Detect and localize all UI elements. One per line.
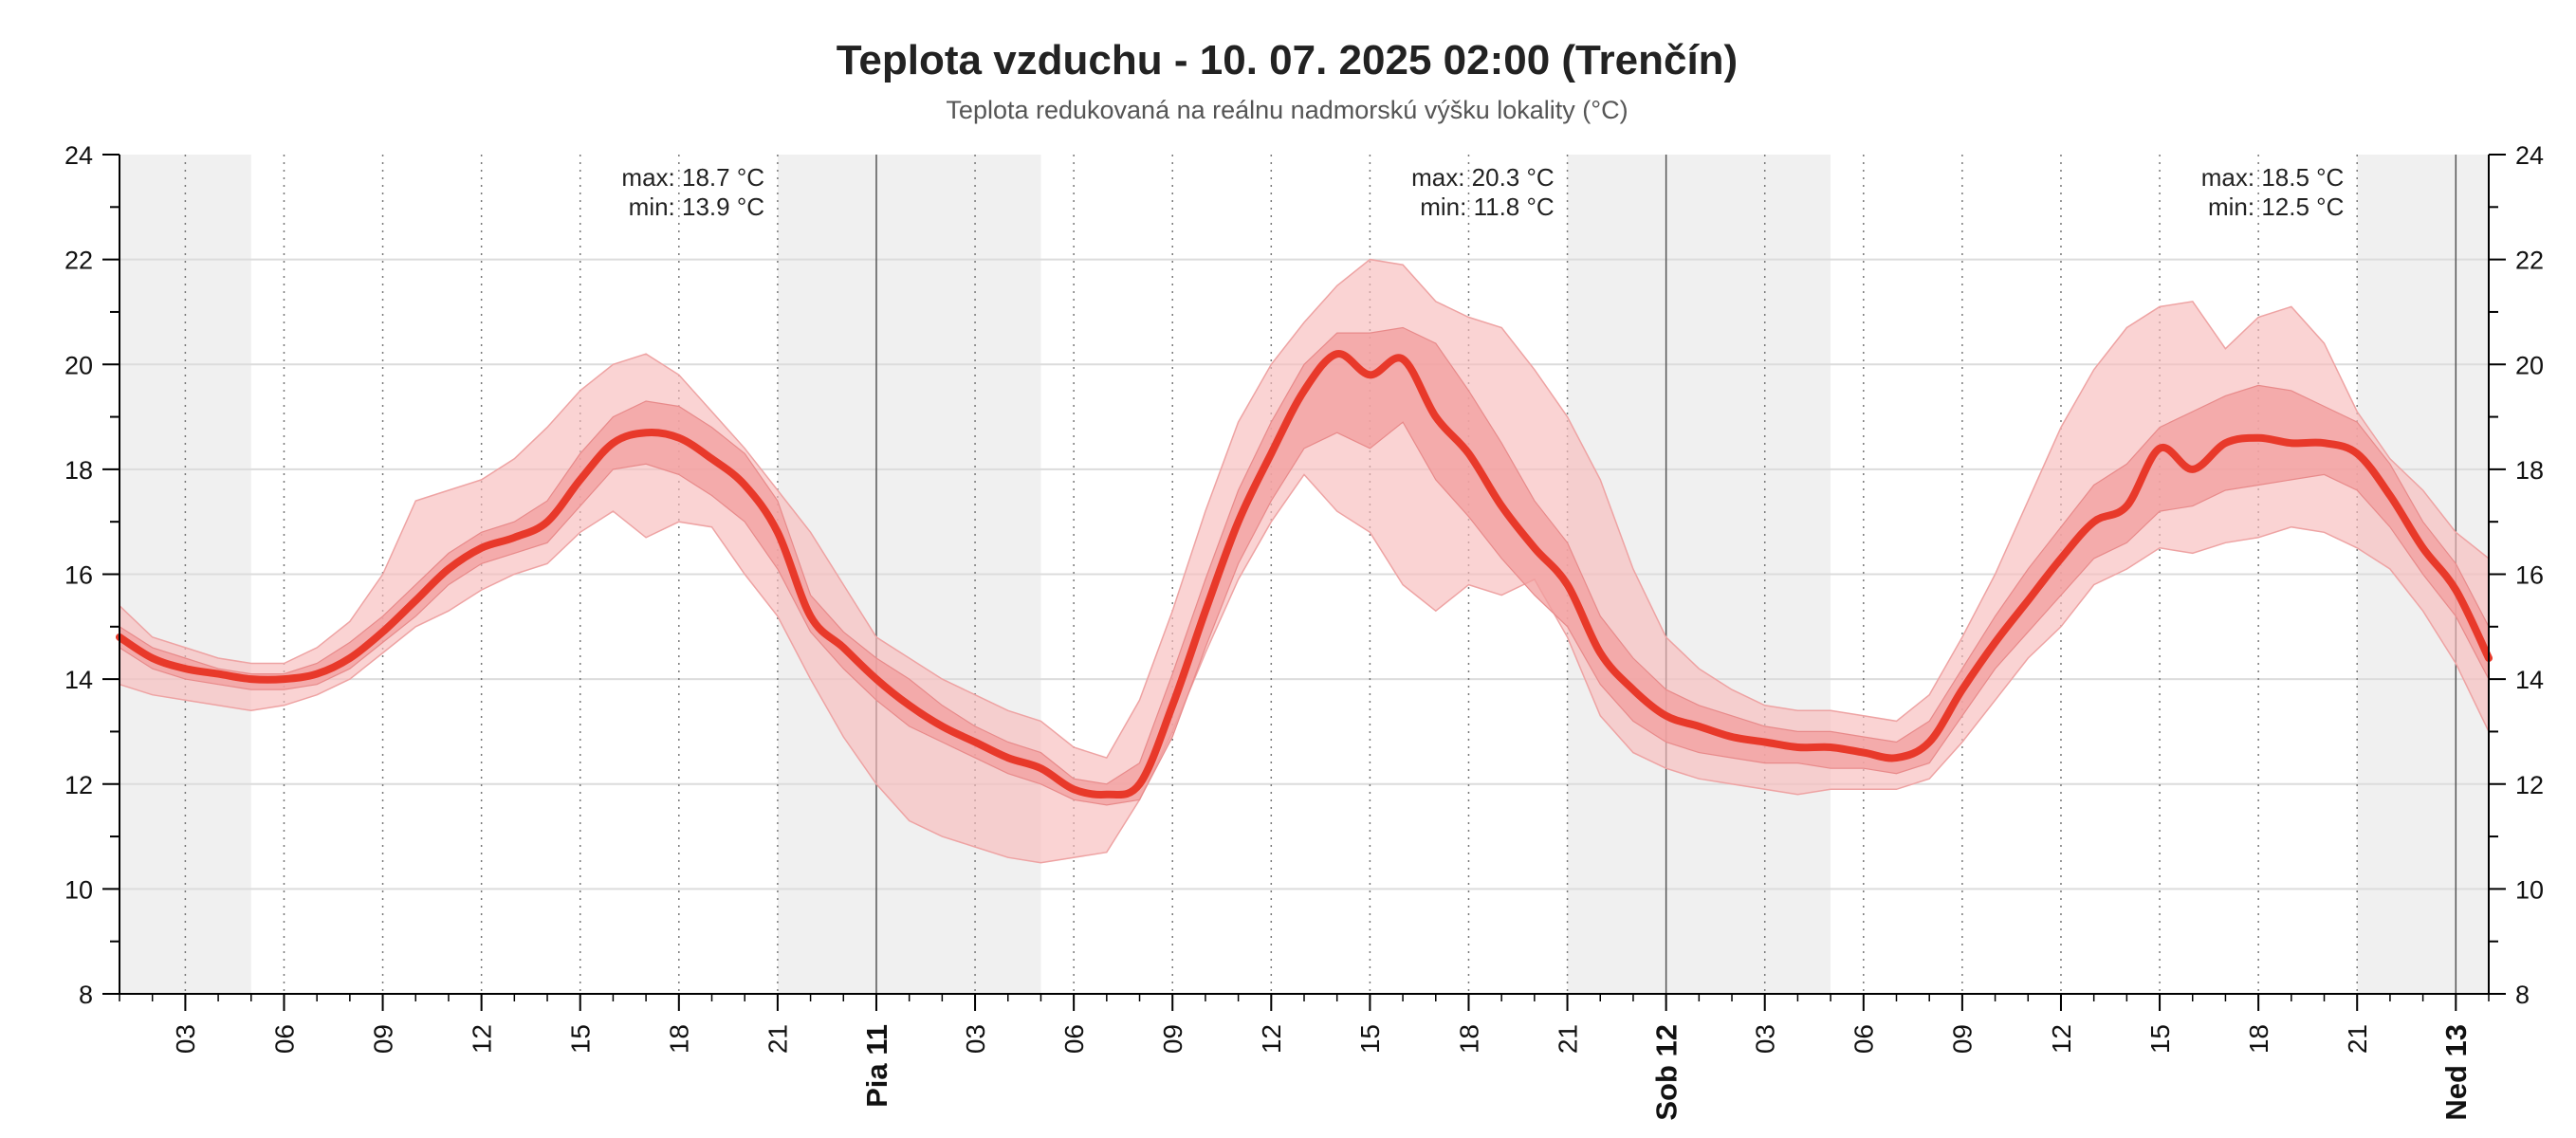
x-tick-hour-label: 21 (764, 1024, 793, 1054)
median-series-line (116, 350, 2493, 799)
x-tick-day-label: Ned 13 (2439, 1024, 2473, 1121)
daily-max-label: max: 20.3 °C (1411, 163, 1555, 192)
x-tick-hour-label: 18 (1454, 1024, 1483, 1054)
chart-title: Teplota vzduchu - 10. 07. 2025 02:00 (Tr… (837, 37, 1738, 83)
y-tick-label-right: 22 (2515, 247, 2544, 275)
x-tick-hour-label: 06 (1059, 1024, 1089, 1054)
daily-min-label: min: 11.8 °C (1420, 193, 1554, 221)
x-tick-hour-label: 06 (269, 1024, 299, 1054)
x-tick-hour-label: 09 (1948, 1024, 1978, 1054)
x-tick-hour-label: 09 (1158, 1024, 1187, 1054)
x-tick-hour-label: 03 (1751, 1024, 1780, 1054)
y-tick-label-right: 14 (2515, 666, 2544, 694)
x-tick-hour-label: 15 (2145, 1024, 2175, 1054)
y-tick-label-left: 18 (64, 456, 93, 485)
y-tick-label-left: 22 (64, 247, 93, 275)
daily-max-label: max: 18.5 °C (2201, 163, 2345, 192)
daily-min-label: min: 13.9 °C (629, 193, 764, 221)
x-tick-day-label: Pia 11 (860, 1024, 893, 1108)
x-tick-hour-label: 03 (961, 1024, 990, 1054)
uncertainty-bands (119, 258, 2490, 864)
x-tick-hour-label: 15 (1355, 1024, 1385, 1054)
y-tick-label-right: 10 (2515, 875, 2544, 904)
x-tick-hour-label: 12 (467, 1024, 496, 1054)
y-tick-label-left: 10 (64, 875, 93, 904)
x-tick-hour-label: 18 (665, 1024, 694, 1054)
y-tick-label-left: 14 (64, 666, 93, 694)
daily-min-label: min: 12.5 °C (2208, 193, 2344, 221)
y-tick-label-right: 24 (2515, 141, 2544, 170)
y-tick-label-right: 20 (2515, 351, 2544, 379)
y-tick-label-left: 20 (64, 351, 93, 379)
x-tick-hour-label: 18 (2244, 1024, 2273, 1054)
x-tick-hour-label: 21 (2343, 1024, 2372, 1054)
y-tick-label-left: 12 (64, 771, 93, 799)
y-tick-label-left: 16 (64, 561, 93, 590)
y-tick-label-left: 8 (79, 981, 93, 1009)
x-tick-hour-label: 06 (1849, 1024, 1879, 1054)
x-tick-hour-label: 15 (566, 1024, 596, 1054)
x-tick-day-label: Sob 12 (1649, 1024, 1683, 1121)
x-tick-hour-label: 12 (2047, 1024, 2076, 1054)
median-line (116, 350, 2493, 799)
x-tick-hour-label: 09 (368, 1024, 397, 1054)
tick-labels: 8 8 10 10 12 12 14 14 16 16 18 18 20 20 22 22 24 24 03 06 09… (64, 141, 2544, 1121)
y-tick-label-right: 16 (2515, 561, 2544, 590)
y-tick-label-right: 8 (2515, 981, 2530, 1009)
chart-subtitle: Teplota redukovaná na reálnu nadmorskú v… (946, 96, 1628, 124)
y-tick-label-right: 18 (2515, 456, 2544, 485)
y-tick-label-left: 24 (64, 141, 93, 170)
y-tick-label-right: 12 (2515, 771, 2544, 799)
x-tick-hour-label: 12 (1257, 1024, 1286, 1054)
x-tick-hour-label: 21 (1553, 1024, 1582, 1054)
daily-max-label: max: 18.7 °C (621, 163, 764, 192)
x-tick-hour-label: 03 (171, 1024, 200, 1054)
axes (102, 154, 2506, 1011)
